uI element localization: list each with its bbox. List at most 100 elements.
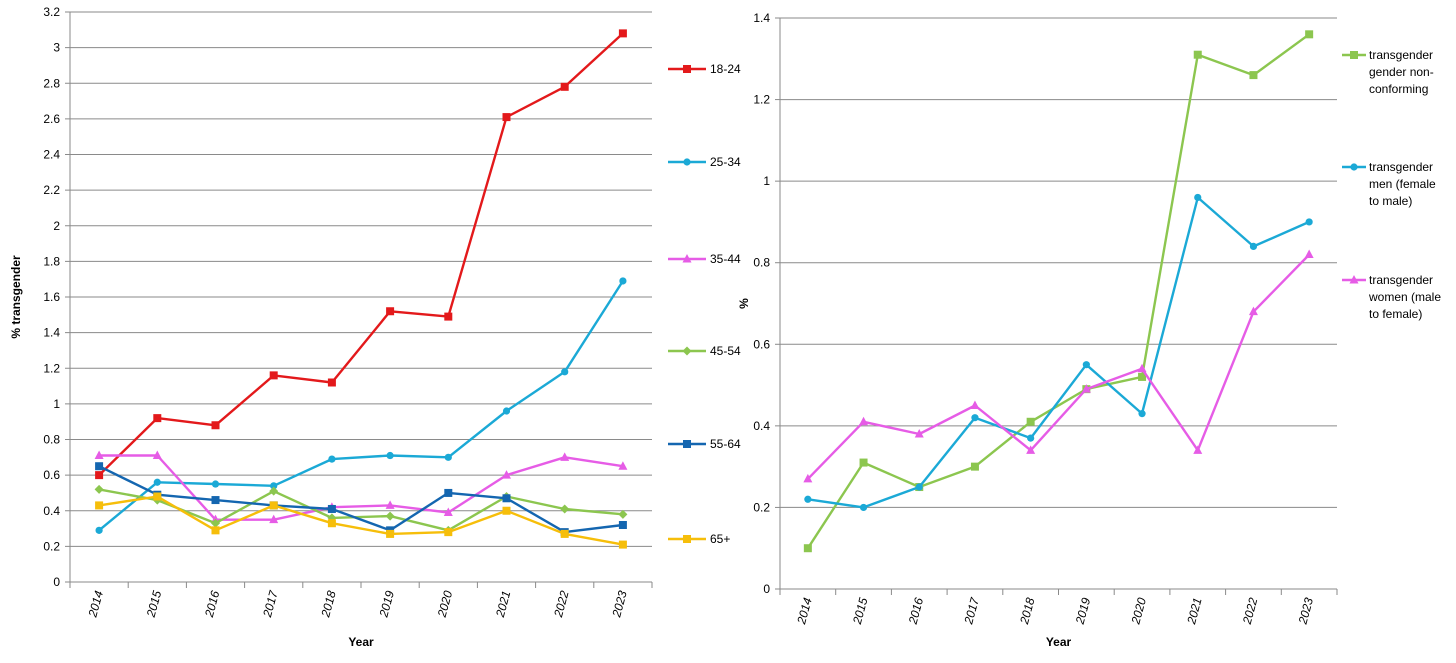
data-point: [914, 429, 924, 438]
x-tick-label: 2021: [493, 589, 514, 619]
data-point: [502, 113, 511, 122]
y-tick-label: 3.2: [43, 5, 60, 19]
data-point: [328, 455, 336, 463]
data-point: [95, 471, 104, 480]
data-point: [1305, 218, 1313, 226]
series-line: [99, 454, 624, 521]
data-point: [915, 483, 923, 491]
y-tick-label: 2: [53, 219, 60, 233]
data-point: [1137, 363, 1147, 373]
data-point: [803, 473, 813, 483]
series-1: [803, 30, 1314, 553]
legend-item-6: 65+: [668, 532, 730, 546]
y-tick-label: 2.8: [43, 76, 60, 90]
data-point: [560, 529, 569, 538]
data-point: [153, 414, 162, 423]
legend-label: 35-44: [710, 252, 741, 266]
data-point: [618, 509, 628, 519]
series-line: [98, 495, 624, 546]
y-tick-label: 0.4: [43, 504, 60, 518]
data-point: [1027, 434, 1035, 442]
x-tick-label: 2017: [260, 588, 281, 620]
data-point: [970, 462, 979, 471]
data-point: [1026, 445, 1036, 454]
legend-marker: [1349, 275, 1359, 284]
data-point: [1194, 193, 1202, 202]
legend-label: 55-64: [710, 437, 741, 451]
data-point: [1138, 372, 1147, 381]
data-point: [269, 371, 278, 380]
data-point: [859, 503, 868, 512]
x-tick-label: 2019: [1073, 596, 1094, 627]
chart-1: 0 0.2 0.4 0.6 0.8 1 1.2 1.4 1.6 1.8 2 2.2 2.4 2.6 2.8 3…: [9, 5, 741, 649]
data-point: [95, 526, 103, 534]
legend-label: men (female: [1369, 177, 1436, 191]
data-point: [971, 414, 979, 422]
y-tick-label: 2.6: [43, 112, 60, 126]
data-point: [502, 506, 511, 515]
y-tick-label: 1: [53, 397, 60, 411]
x-tick-label: 2014: [794, 596, 815, 627]
series-line: [98, 488, 624, 532]
data-point: [386, 451, 394, 460]
x-tick-label: 2023: [1295, 596, 1316, 627]
y-tick-label: 1.4: [43, 326, 60, 340]
data-point: [502, 494, 511, 503]
legend-marker: [683, 65, 691, 73]
x-tick-label: 2015: [850, 596, 871, 627]
data-point: [560, 452, 570, 461]
y-tick-label: 2.4: [43, 148, 60, 162]
legend-item-4: 45-54: [668, 344, 741, 358]
y-tick-label: 1.2: [753, 93, 770, 107]
series-3: [803, 249, 1314, 483]
data-point: [1026, 417, 1035, 426]
data-point: [1193, 445, 1203, 454]
series-line: [98, 32, 624, 476]
data-point: [444, 453, 452, 461]
series-3: [94, 450, 628, 524]
y-tick-label: 1: [763, 174, 770, 188]
legend-label: 25-34: [710, 155, 741, 169]
data-point: [386, 529, 395, 538]
data-point: [385, 500, 395, 509]
x-tick-label: 2023: [609, 589, 630, 620]
legend-item-5: 55-64: [668, 437, 741, 451]
legend-item-2: transgender men (female to male): [1342, 160, 1436, 208]
data-point: [1082, 361, 1090, 369]
y-tick-label: 0.2: [43, 539, 60, 553]
x-axis-title: Year: [1046, 635, 1072, 649]
x-tick-label: 2015: [144, 589, 165, 620]
legend-marker: [683, 535, 691, 543]
legend-item-3: 35-44: [668, 252, 741, 266]
series-4: [94, 484, 628, 535]
legend-label: 65+: [710, 532, 730, 546]
data-point: [502, 470, 511, 479]
y-axis-title: %: [737, 298, 751, 309]
series-2: [804, 193, 1313, 512]
y-tick-label: 0.2: [753, 500, 770, 514]
data-point: [269, 514, 279, 524]
series-6: [95, 492, 627, 549]
data-point: [385, 511, 395, 521]
legend-item-1: 18-24: [668, 62, 741, 76]
x-tick-label: 2018: [318, 589, 339, 620]
y-tick-label: 1.6: [43, 290, 60, 304]
data-point: [859, 458, 868, 467]
series-line: [806, 33, 1310, 549]
chart-2: 0 0.2 0.4 0.6 0.8 1 1.2 1.4 2014 2015 2016 2017 2018…: [737, 11, 1441, 649]
legend-marker: [683, 440, 691, 448]
data-point: [211, 480, 220, 488]
legend-label: 18-24: [710, 62, 741, 76]
data-point: [211, 421, 220, 430]
y-tick-label: 1.2: [43, 361, 60, 375]
data-point: [1193, 50, 1202, 59]
data-point: [560, 82, 569, 91]
data-point: [1138, 410, 1146, 418]
data-point: [970, 400, 980, 409]
data-point: [619, 277, 627, 285]
data-point: [211, 518, 220, 528]
x-tick-label: 2022: [1240, 596, 1261, 627]
x-tick-label: 2017: [961, 595, 982, 627]
data-point: [269, 486, 279, 496]
data-point: [327, 378, 336, 387]
